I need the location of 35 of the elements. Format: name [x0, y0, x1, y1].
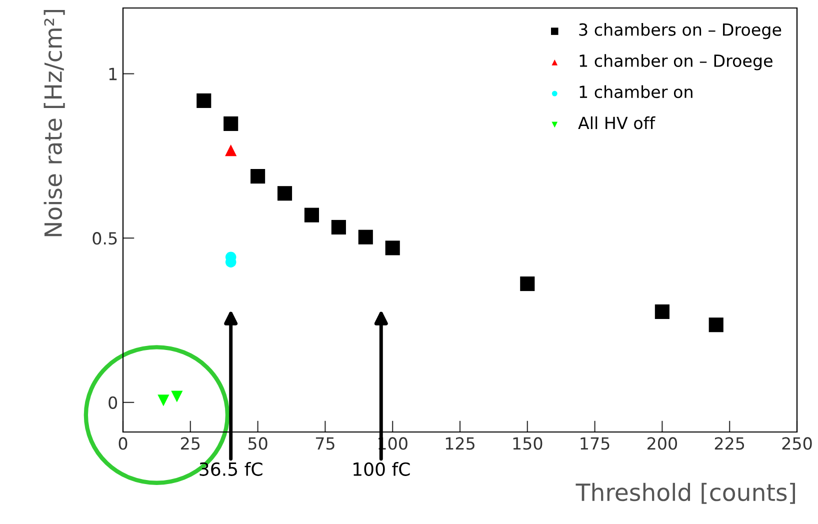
point [158, 394, 170, 406]
legend-label: 3 chambers on – Droege [579, 23, 782, 40]
point [224, 116, 238, 131]
point [304, 208, 320, 222]
point [250, 169, 266, 184]
x-tick-label: 75 [316, 437, 334, 450]
y-tick-label: 1 [109, 68, 117, 80]
x-tick-label: 125 [446, 437, 474, 450]
point [277, 186, 292, 201]
point [358, 230, 373, 244]
point [654, 304, 670, 319]
y-axis-title: Noise rate [Hz/cm²] [44, 10, 65, 236]
point [225, 144, 237, 156]
legend-label: 1 chamber on – Droege [580, 54, 772, 70]
y-tick-label: 0.5 [92, 232, 117, 245]
point [520, 276, 535, 292]
legend-label: 1 chamber on [580, 85, 692, 98]
point [171, 390, 183, 402]
y-tick-label: 0 [108, 396, 118, 409]
point [331, 220, 346, 235]
point [708, 318, 724, 332]
x-tick-label: 175 [580, 437, 610, 450]
text: 36.5 fC [200, 462, 262, 476]
x-tick-label: 0 [118, 437, 128, 450]
x-axis-title: Threshold [counts] [576, 482, 795, 504]
x-tick-label: 225 [714, 437, 744, 450]
x-tick-label: 50 [248, 437, 268, 450]
x-tick-label: 250 [782, 437, 812, 450]
x-tick-label: 150 [513, 437, 542, 450]
text: 100 fC [354, 462, 410, 476]
legend-label: All HV off [578, 116, 656, 130]
point [385, 240, 400, 256]
point [196, 93, 212, 108]
x-tick-label: 25 [181, 437, 200, 450]
x-tick-label: 200 [648, 437, 677, 450]
